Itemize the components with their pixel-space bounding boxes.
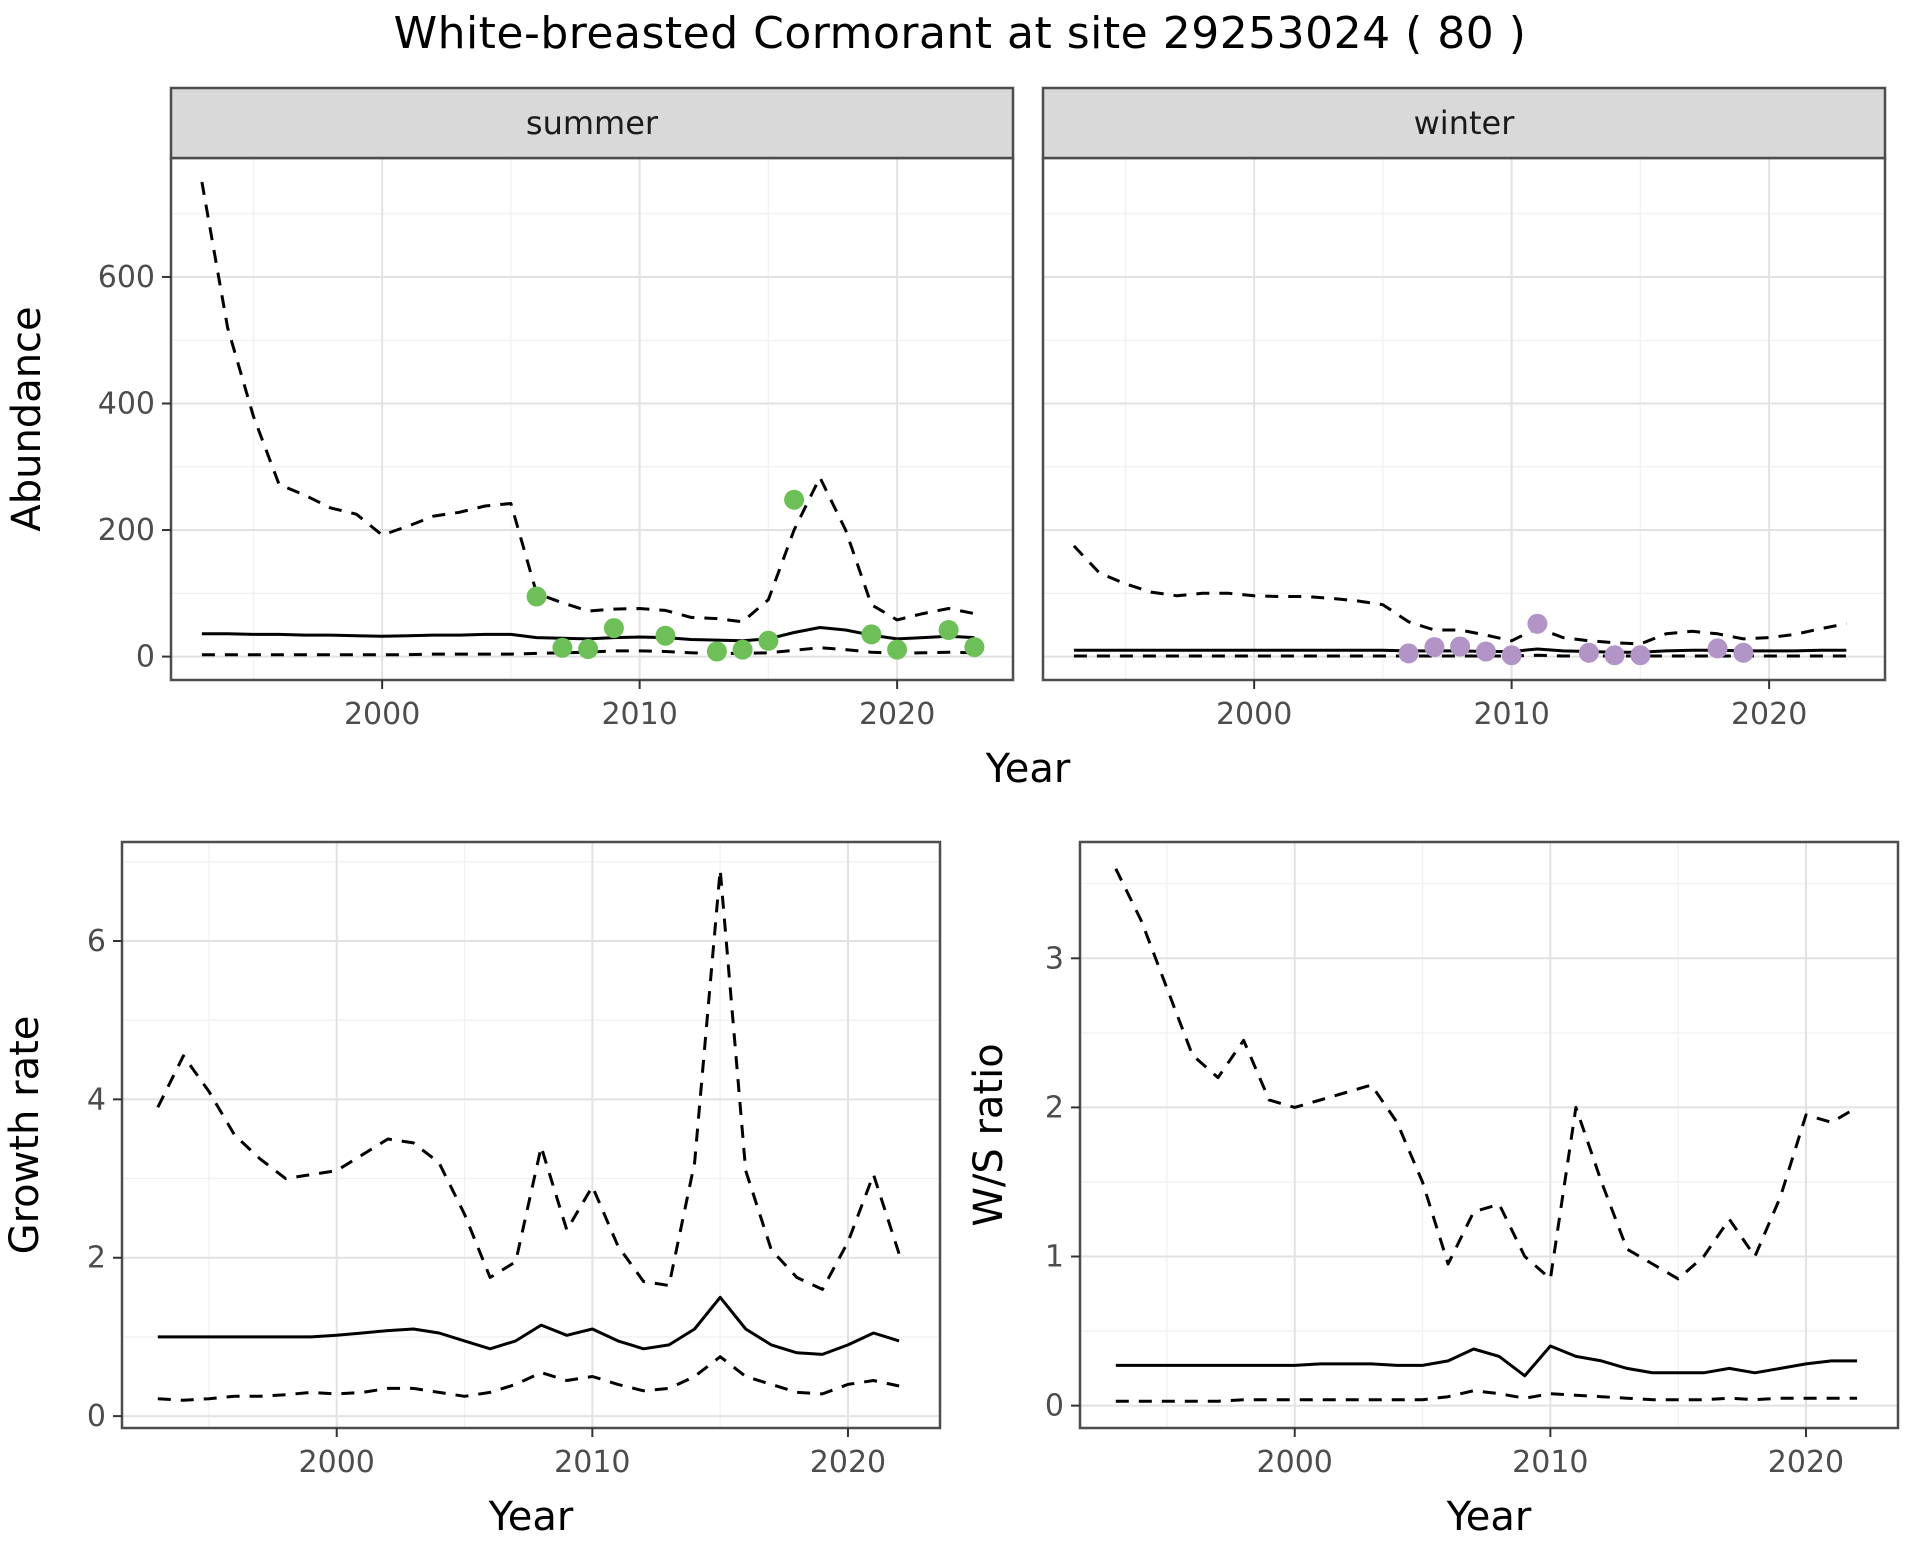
x-tick-label: 2010 xyxy=(1473,697,1549,732)
summer-observation-point xyxy=(784,489,805,510)
panel-background xyxy=(1080,842,1898,1428)
x-tick-label: 2000 xyxy=(1216,697,1292,732)
ratio-median-line xyxy=(1115,1344,1858,1378)
winter-observation-point xyxy=(1527,613,1548,634)
x-tick-label: 2020 xyxy=(859,697,935,732)
x-tick-label: 2020 xyxy=(810,1445,886,1480)
panel-growth: 2000 2010 2020 0 2 4 6 xyxy=(87,840,942,1480)
y-tick-label: 6 xyxy=(87,924,106,959)
panel-background xyxy=(171,158,1013,680)
x-tick-label: 2010 xyxy=(601,697,677,732)
panel-border xyxy=(120,840,942,1430)
x-tick-label: 2020 xyxy=(1731,697,1807,732)
winter-observation-point xyxy=(1501,645,1522,666)
y-tick-label: 4 xyxy=(87,1082,106,1117)
growth-lower-95ci-line xyxy=(157,1355,900,1402)
summer-observation-point xyxy=(655,625,676,646)
y-tick-label: 2 xyxy=(1045,1090,1064,1125)
summer-median-line xyxy=(201,626,975,643)
y-tick-label: 0 xyxy=(1045,1389,1064,1424)
y-tick-label: 200 xyxy=(98,513,155,548)
summer-observation-point xyxy=(964,637,985,658)
summer-observation-point xyxy=(552,637,573,658)
panel-background xyxy=(1043,158,1885,680)
winter-observation-point xyxy=(1578,642,1599,663)
summer-observation-point xyxy=(578,639,599,659)
summer-observation-point xyxy=(758,630,779,651)
panel-winter: winter 2000 2010 2020 xyxy=(1041,86,1887,732)
winter-upper-95ci-line xyxy=(1072,544,1847,646)
chart-title: White-breasted Cormorant at site 2925302… xyxy=(393,8,1527,59)
panel-background xyxy=(122,842,940,1428)
x-tick-label: 2010 xyxy=(554,1445,630,1480)
facet-strip-label-winter: winter xyxy=(1414,104,1516,142)
winter-observation-point xyxy=(1398,643,1419,664)
facet-strip-label-summer: summer xyxy=(526,104,659,142)
y-tick-label: 600 xyxy=(98,260,155,295)
y-tick-label: 0 xyxy=(136,640,155,675)
x-tick-label: 2020 xyxy=(1768,1445,1844,1480)
x-tick-label: 2000 xyxy=(299,1445,375,1480)
winter-observation-point xyxy=(1733,642,1754,663)
x-axis-label-year-growth: Year xyxy=(488,1494,574,1540)
ratio-upper-95ci-line xyxy=(1114,868,1858,1281)
winter-observation-point xyxy=(1604,645,1625,666)
y-tick-label: 2 xyxy=(87,1241,106,1276)
winter-observation-point xyxy=(1450,636,1471,657)
winter-observation-point xyxy=(1630,645,1651,666)
y-tick-label: 1 xyxy=(1045,1240,1064,1275)
y-tick-label: 0 xyxy=(87,1399,106,1434)
y-axis-label-growth-rate: Growth rate xyxy=(2,1016,48,1255)
x-axis-label-year-top: Year xyxy=(985,746,1071,792)
summer-upper-95ci-line xyxy=(200,181,975,624)
winter-observation-point xyxy=(1707,638,1728,659)
growth-median-line xyxy=(157,1295,900,1356)
x-tick-label: 2000 xyxy=(344,697,420,732)
summer-observation-point xyxy=(887,639,908,660)
x-axis-label-year-ratio: Year xyxy=(1446,1494,1532,1540)
facet-strip-summer xyxy=(169,86,1015,160)
x-tick-label: 2010 xyxy=(1512,1445,1588,1480)
panel-summer: summer 2000 2010 2020 0 200 400 600 xyxy=(98,86,1015,732)
x-tick-label: 2000 xyxy=(1257,1445,1333,1480)
winter-observation-point xyxy=(1475,641,1496,662)
panel-border xyxy=(1078,840,1900,1430)
summer-observation-point xyxy=(732,639,753,660)
y-axis-label-ws-ratio: W/S ratio xyxy=(966,1043,1012,1226)
facet-strip-winter xyxy=(1041,86,1887,160)
panel-ratio: 2000 2010 2020 0 1 2 3 xyxy=(1045,840,1900,1480)
y-tick-label: 400 xyxy=(98,386,155,421)
y-axis-label-abundance: Abundance xyxy=(4,306,50,531)
summer-observation-point xyxy=(938,620,959,640)
summer-observation-point xyxy=(526,586,547,607)
summer-lower-95ci-line xyxy=(201,646,975,657)
summer-observation-point xyxy=(603,618,624,639)
summer-observation-point xyxy=(861,624,882,645)
y-tick-label: 3 xyxy=(1045,941,1064,976)
ratio-lower-95ci-line xyxy=(1115,1389,1858,1403)
winter-observation-point xyxy=(1424,637,1445,658)
growth-upper-95ci-line xyxy=(156,868,901,1291)
summer-observation-point xyxy=(706,641,727,662)
